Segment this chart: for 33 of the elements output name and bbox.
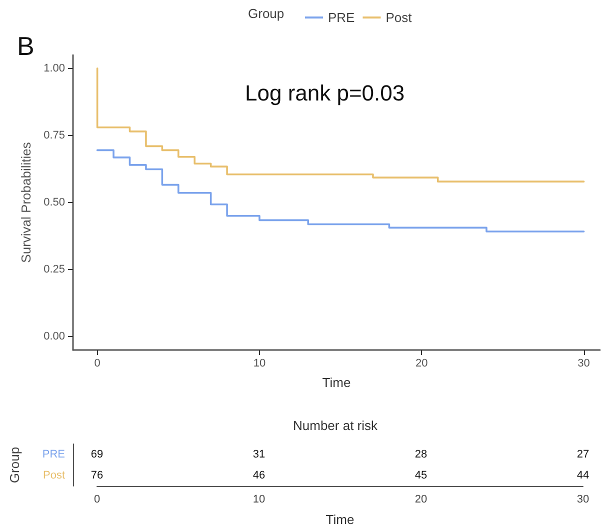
x-tick-label: 0 [94,358,100,370]
x-axis-title: Time [326,512,354,527]
x-tick-label: 20 [416,358,428,370]
x-tick-label: 30 [576,494,590,506]
y-tick-label: Post [42,470,65,482]
x-tick-label: 30 [578,358,590,370]
data-label: 45 [414,470,428,482]
y-tick-label: 0.25 [44,264,65,276]
legend-label: Post [386,10,412,25]
chart-title: B [17,31,34,61]
data-label: 44 [576,470,590,482]
x-tick-label: 20 [414,494,428,506]
data-label: 76 [90,470,104,482]
y-tick-label: 1.00 [44,62,65,74]
data-label: 31 [252,448,266,460]
x-axis-title: Time [322,375,351,390]
y-tick-label: 0.00 [44,330,65,343]
data-label: 28 [414,448,428,460]
annotation: Log rank p=0.03 [245,80,405,106]
y-tick-label: 0.50 [44,196,65,208]
y-axis-title: Group [7,446,22,484]
y-tick-label: PRE [42,448,65,460]
data-label: 46 [252,470,266,482]
y-tick-label: 0.75 [44,129,65,142]
legend-title: Group [248,6,284,21]
y-axis-title: Survival Probabilities [18,142,34,263]
data-label: 69 [90,448,104,460]
chart-title: Number at risk [293,418,378,433]
x-tick-label: 0 [94,494,100,506]
data-label: 27 [576,448,590,460]
legend-label: PRE [328,10,356,25]
x-tick-label: 10 [253,358,266,370]
x-tick-label: 10 [252,494,266,506]
